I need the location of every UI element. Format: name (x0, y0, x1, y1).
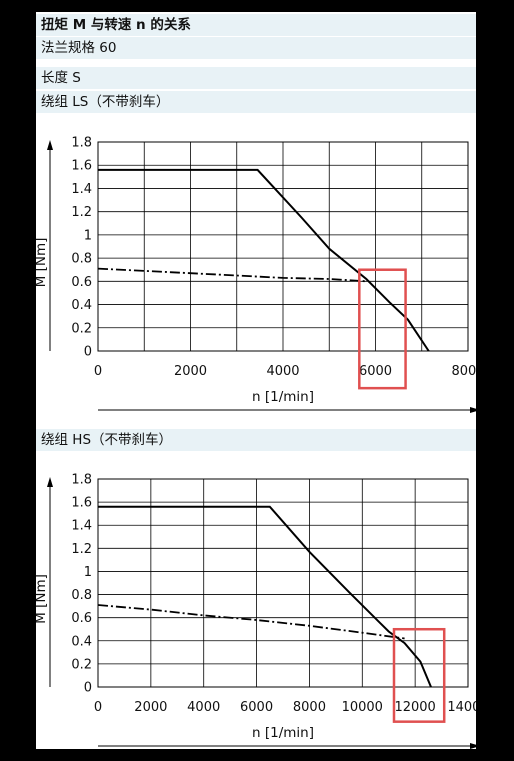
x-tick-label: 6000 (240, 700, 273, 715)
y-tick-label: 0.4 (71, 298, 92, 313)
y-axis-label: M [Nm] (36, 238, 49, 288)
x-tick-label: 8000 (293, 700, 326, 715)
highlight-box (358, 268, 407, 390)
y-tick-label: 0.6 (71, 611, 92, 626)
flange-size-label: 法兰规格 60 (36, 37, 476, 59)
torque-speed-chart-ls: 0 0.2 0.4 0.6 0.8 1 1.2 1.4 1.6 1.8 0 2000 4000 6000 8… (36, 136, 476, 413)
series-line-dashdot (97, 604, 405, 640)
divider (36, 36, 476, 37)
y-axis-label: M [Nm] (36, 574, 49, 624)
x-axis-label: n [1/min] (252, 725, 314, 741)
length-label: 长度 S (36, 67, 476, 89)
y-tick-label: 0 (84, 345, 92, 360)
y-tick-label: 0.6 (71, 275, 92, 290)
y-axis-arrow-head (47, 140, 53, 150)
y-tick-label: 1.8 (71, 136, 92, 151)
y-tick-label: 0 (84, 681, 92, 696)
x-tick-label: 2000 (174, 364, 207, 379)
x-tick-label: 10000 (342, 700, 383, 715)
x-tick-label: 4000 (187, 700, 220, 715)
x-axis-arrow-head (470, 407, 476, 413)
y-tick-label: 1 (84, 565, 92, 580)
x-tick-label: 4000 (266, 364, 299, 379)
y-tick-label: 1.8 (71, 473, 92, 488)
y-tick-label: 1 (84, 228, 92, 243)
datasheet-page: 扭矩 M 与转速 n 的关系 法兰规格 60 长度 S 绕组 LS（不带刹车） … (36, 12, 476, 749)
highlight-box (392, 627, 446, 723)
x-tick-label: 12000 (394, 700, 435, 715)
y-tick-label: 0.2 (71, 657, 92, 672)
torque-speed-chart-hs: 0 0.2 0.4 0.6 0.8 1 1.2 1.4 1.6 1.8 0 2000 4000 6000 8… (36, 473, 476, 749)
y-axis-arrow-head (47, 477, 53, 487)
y-tick-label: 1.4 (71, 182, 92, 197)
x-tick-label: 0 (94, 364, 102, 379)
x-tick-label: 0 (94, 700, 102, 715)
y-tick-label: 1.4 (71, 519, 92, 534)
y-tick-label: 1.2 (71, 542, 92, 557)
y-tick-label: 1.6 (71, 159, 92, 174)
y-tick-label: 0.4 (71, 634, 92, 649)
y-tick-label: 0.2 (71, 321, 92, 336)
y-tick-label: 0.8 (71, 588, 92, 603)
y-tick-label: 1.2 (71, 205, 92, 220)
series-line-solid (98, 505, 432, 688)
y-tick-label: 0.8 (71, 252, 92, 267)
x-axis-arrow-head (470, 743, 476, 749)
winding-hs-label: 绕组 HS（不带刹车） (36, 429, 476, 451)
series-line-solid (98, 168, 430, 352)
plot-frame (97, 141, 469, 352)
section-title: 扭矩 M 与转速 n 的关系 (36, 14, 476, 36)
series-line-dashdot (97, 267, 367, 283)
plot-frame (97, 478, 469, 688)
x-tick-label: 6000 (359, 364, 392, 379)
winding-ls-label: 绕组 LS（不带刹车） (36, 91, 476, 113)
x-tick-label: 2000 (134, 700, 167, 715)
y-tick-label: 1.6 (71, 496, 92, 511)
x-tick-label: 14000 (447, 700, 476, 715)
x-axis-label: n [1/min] (252, 389, 314, 405)
x-tick-label: 8000 (451, 364, 476, 379)
